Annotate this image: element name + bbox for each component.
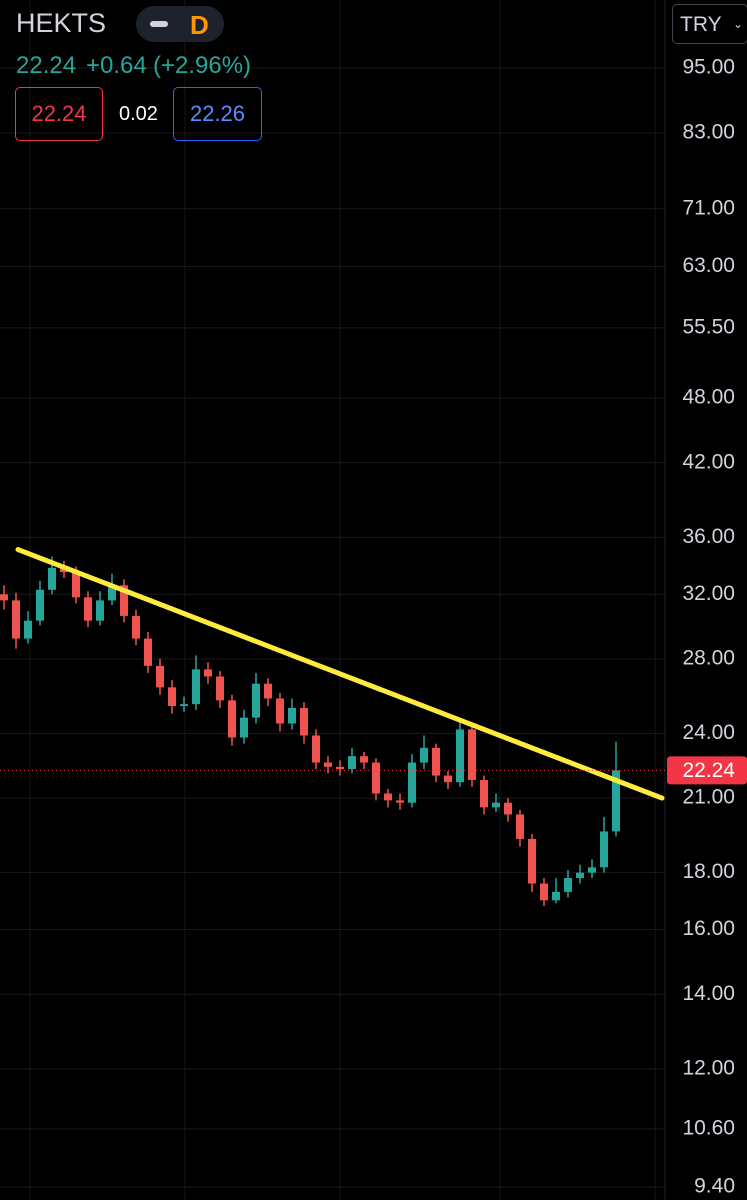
y-tick-label: 95.00 [682, 55, 735, 78]
candle-body [324, 762, 332, 767]
candle-body [96, 600, 104, 621]
candle-body [540, 883, 548, 901]
spread: 0.02 [119, 103, 158, 125]
candle-body [228, 700, 236, 738]
y-tick-label: 71.00 [682, 196, 735, 219]
y-tick-label: 9.40 [694, 1175, 735, 1198]
y-tick-label: 12.00 [682, 1056, 735, 1079]
interval-pill[interactable]: D [136, 6, 224, 42]
trendline [15, 547, 665, 801]
candle-body [468, 729, 476, 780]
y-tick-label: 28.00 [682, 646, 735, 669]
candle-body [48, 567, 56, 590]
candle-body [36, 589, 44, 621]
candle-body [408, 762, 416, 803]
candle-body [360, 756, 368, 763]
candle-body [264, 683, 272, 699]
candle-body [564, 878, 572, 892]
icon [150, 21, 168, 27]
y-tick-label: 14.00 [682, 982, 735, 1005]
candle-body [288, 707, 296, 724]
interval: D [190, 10, 209, 40]
y-tick-label: 42.00 [682, 450, 735, 473]
candle-body [216, 676, 224, 701]
y-tick-label: 21.00 [682, 786, 735, 809]
candle-body [132, 615, 140, 639]
y-tick-label: 16.00 [682, 917, 735, 940]
candle-body [516, 814, 524, 839]
y-tick-label: 83.00 [682, 121, 735, 144]
y-tick-label: 24.00 [682, 721, 735, 744]
last-price-label: 22.24 [682, 759, 735, 782]
candle-body [0, 594, 8, 601]
currency: TRY [680, 13, 722, 36]
y-tick-label: 32.00 [682, 582, 735, 605]
candle-body [252, 683, 260, 718]
last-price: 22.24 [16, 52, 77, 79]
candle-body [312, 735, 320, 763]
candle-body [420, 747, 428, 763]
symbol: HEKTS [16, 8, 107, 38]
candle-body [156, 665, 164, 688]
ask[interactable]: 22.26 [173, 87, 262, 141]
candle-body [336, 766, 344, 770]
candle-body [276, 698, 284, 724]
candle-body [348, 756, 356, 770]
candle-body [384, 793, 392, 801]
candle-body [504, 802, 512, 815]
candle-body [552, 891, 560, 901]
candle-body [180, 704, 188, 707]
candle-body [480, 779, 488, 808]
candle-body [612, 770, 620, 832]
candle-body [492, 802, 500, 808]
change-pct: (+2.96%) [153, 52, 252, 79]
candle-body [24, 620, 32, 639]
y-tick-label: 18.00 [682, 860, 735, 883]
candle-body [456, 729, 464, 783]
y-tick-label: 48.00 [682, 386, 735, 409]
candle-body [528, 838, 536, 884]
y-tick-label: 10.60 [682, 1116, 735, 1139]
y-tick-label: 55.50 [682, 315, 735, 338]
candle-body [72, 572, 80, 598]
candle-body [240, 717, 248, 738]
last-price-box [667, 756, 747, 785]
y-tick-label: 36.00 [682, 525, 735, 548]
bid[interactable]: 22.24 [15, 87, 103, 141]
candle-body [108, 585, 116, 601]
candle-body [168, 687, 176, 707]
candle-body [372, 762, 380, 794]
candle-body [396, 800, 404, 803]
candle-body [144, 638, 152, 666]
candle-body [588, 867, 596, 873]
candle-body [204, 669, 212, 677]
candle-body [432, 747, 440, 776]
change: +0.64 [86, 52, 147, 79]
candle-body [192, 669, 200, 705]
y-tick-label: 63.00 [682, 254, 735, 277]
candle-body [600, 831, 608, 868]
candle-body [300, 707, 308, 736]
chevron: ⌄ [733, 17, 744, 31]
candle-body [84, 597, 92, 621]
candle-body [444, 775, 452, 783]
candle-body [12, 600, 20, 639]
candle-body [576, 872, 584, 879]
currency-select[interactable]: TRY ⌄ [672, 4, 747, 44]
candle-body [120, 585, 128, 616]
